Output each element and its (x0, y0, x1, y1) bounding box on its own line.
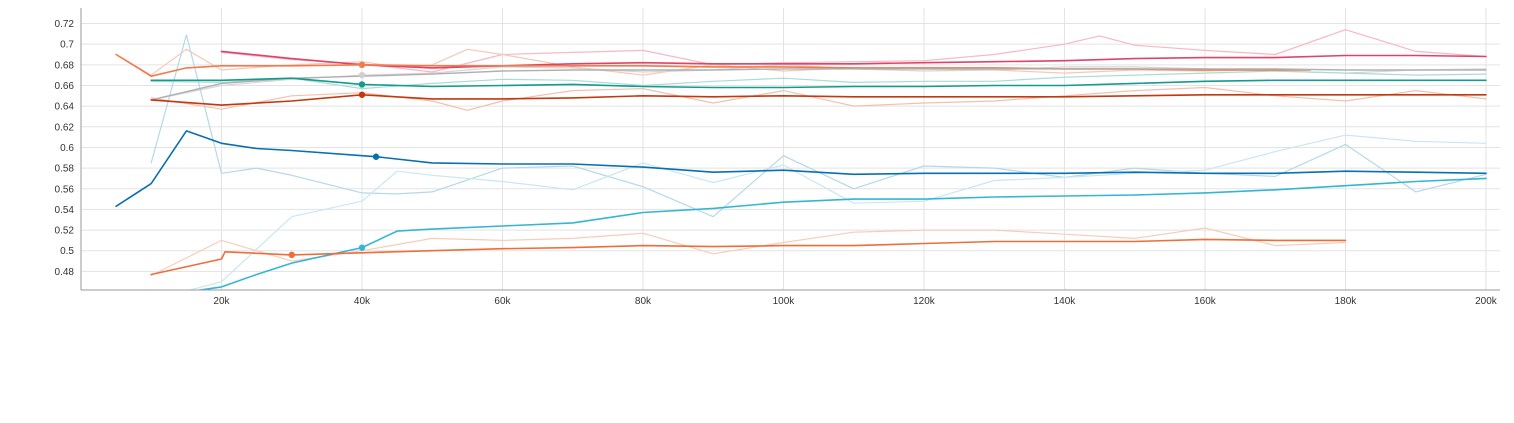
raw-series-line-6 (187, 134, 1487, 290)
x-tick-label: 60k (494, 296, 511, 307)
axes (80, 8, 1500, 291)
y-tick-label: 0.54 (55, 205, 75, 216)
x-tick-label: 100k (773, 296, 796, 307)
smoothed-series-line-13 (115, 130, 1487, 208)
marker-layer (288, 61, 380, 259)
raw-series-line-5 (150, 34, 1487, 218)
y-tick-label: 0.7 (60, 40, 74, 51)
series-layer (115, 29, 1487, 290)
y-tick-label: 0.5 (60, 246, 74, 257)
y-tick-label: 0.68 (55, 60, 75, 71)
x-tick-labels: 20k 40k 60k 80k 100k 120k 140k 160k 180k 200k (213, 296, 1497, 307)
x-tick-label: 160k (1194, 296, 1217, 307)
raw-series-line-4 (150, 86, 1487, 111)
smoothed-series-line-12 (150, 94, 1487, 106)
series-point-marker (372, 153, 380, 160)
smoothed-series-line-14 (194, 177, 1487, 290)
y-tick-label: 0.72 (55, 19, 75, 30)
y-tick-label: 0.66 (55, 81, 75, 92)
smoothed-series-line-11 (150, 77, 1487, 89)
x-tick-label: 80k (635, 296, 652, 307)
smoothed-series-line-8 (220, 50, 1487, 69)
y-tick-label: 0.52 (55, 226, 75, 237)
raw-series-line-7 (150, 227, 1347, 277)
series-point-marker (358, 61, 366, 69)
series-point-marker (358, 71, 366, 79)
raw-series-line-3 (150, 70, 1487, 90)
x-tick-label: 140k (1054, 296, 1077, 307)
y-tick-labels: 0.48 0.5 0.52 0.54 0.56 0.58 0.6 0.62 0.64 0.66 0.… (55, 19, 75, 278)
y-tick-label: 0.6 (60, 143, 74, 154)
series-point-marker (358, 91, 366, 98)
x-tick-label: 180k (1335, 296, 1358, 307)
y-tick-label: 0.58 (55, 164, 75, 175)
series-point-marker (358, 81, 366, 88)
x-tick-label: 20k (213, 296, 230, 307)
raw-series-line-1 (115, 48, 1311, 76)
y-tick-label: 0.56 (55, 184, 75, 195)
y-tick-label: 0.64 (55, 102, 75, 113)
x-tick-label: 200k (1475, 296, 1498, 307)
x-tick-label: 120k (913, 296, 936, 307)
smoothed-series-line-15 (150, 238, 1347, 276)
series-point-marker (358, 244, 366, 251)
y-tick-label: 0.48 (55, 267, 75, 278)
smoothed-series-line-10 (150, 68, 1487, 101)
y-tick-label: 0.62 (55, 122, 75, 133)
x-tick-label: 40k (354, 296, 371, 307)
series-point-marker (288, 251, 295, 259)
raw-series-line-0 (220, 29, 1487, 73)
